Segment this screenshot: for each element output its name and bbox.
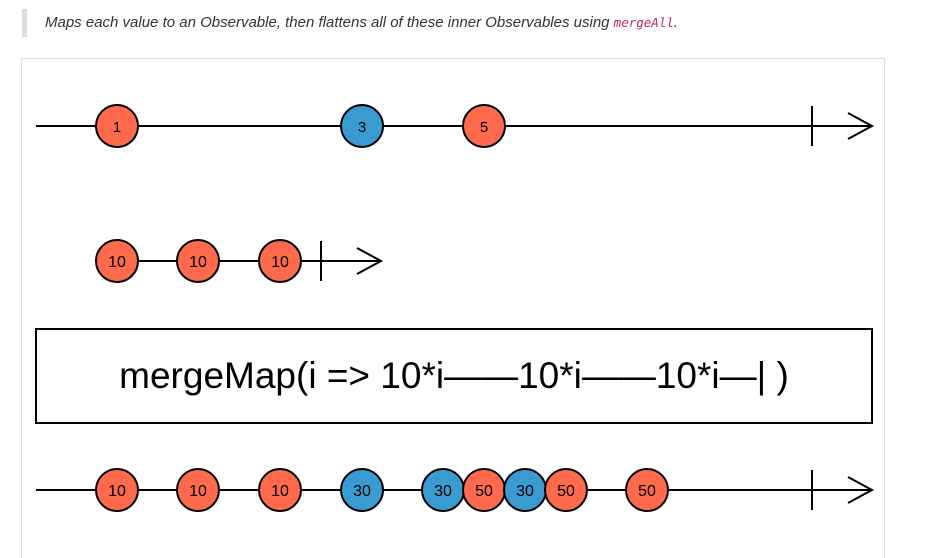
source-marble-label: 1 <box>113 119 121 136</box>
output-marble: 50 <box>463 469 505 511</box>
inner-marble-label: 10 <box>189 254 207 271</box>
source-marble: 5 <box>463 105 505 147</box>
inner-marble-label: 10 <box>271 254 289 271</box>
output-marble: 10 <box>177 469 219 511</box>
inner-marble: 10 <box>177 240 219 282</box>
output-marble-label: 50 <box>638 483 656 500</box>
operator-box: mergeMap(i => 10*i——10*i——10*i—| ) <box>35 328 873 424</box>
output-marble: 10 <box>259 469 301 511</box>
inner-marble: 10 <box>96 240 138 282</box>
output-marble: 30 <box>504 469 546 511</box>
output-marble: 50 <box>626 469 668 511</box>
source-marble-label: 5 <box>480 119 488 136</box>
output-marble-label: 30 <box>516 483 534 500</box>
source-timeline: 1 3 5 <box>36 105 872 147</box>
inner-timeline: 10 10 10 <box>96 240 381 282</box>
output-marble: 30 <box>422 469 464 511</box>
output-marble: 50 <box>545 469 587 511</box>
output-marble-label: 30 <box>353 483 371 500</box>
inner-marble-label: 10 <box>108 254 126 271</box>
output-marble-label: 10 <box>271 483 289 500</box>
source-marble-label: 3 <box>358 119 366 136</box>
output-marble-label: 50 <box>475 483 493 500</box>
inner-marble: 10 <box>259 240 301 282</box>
marble-diagram: 1 3 5 10 10 10 10 10 10 30 30 50 30 50 50 <box>0 0 937 545</box>
source-marble: 1 <box>96 105 138 147</box>
output-marble-label: 30 <box>434 483 452 500</box>
output-marble: 10 <box>96 469 138 511</box>
operator-label: mergeMap(i => 10*i——10*i——10*i—| ) <box>119 355 789 397</box>
output-marble-label: 10 <box>189 483 207 500</box>
source-marble: 3 <box>341 105 383 147</box>
output-marble-label: 10 <box>108 483 126 500</box>
output-marble-label: 50 <box>557 483 575 500</box>
output-marble: 30 <box>341 469 383 511</box>
output-timeline: 10 10 10 30 30 50 30 50 50 <box>36 469 872 511</box>
